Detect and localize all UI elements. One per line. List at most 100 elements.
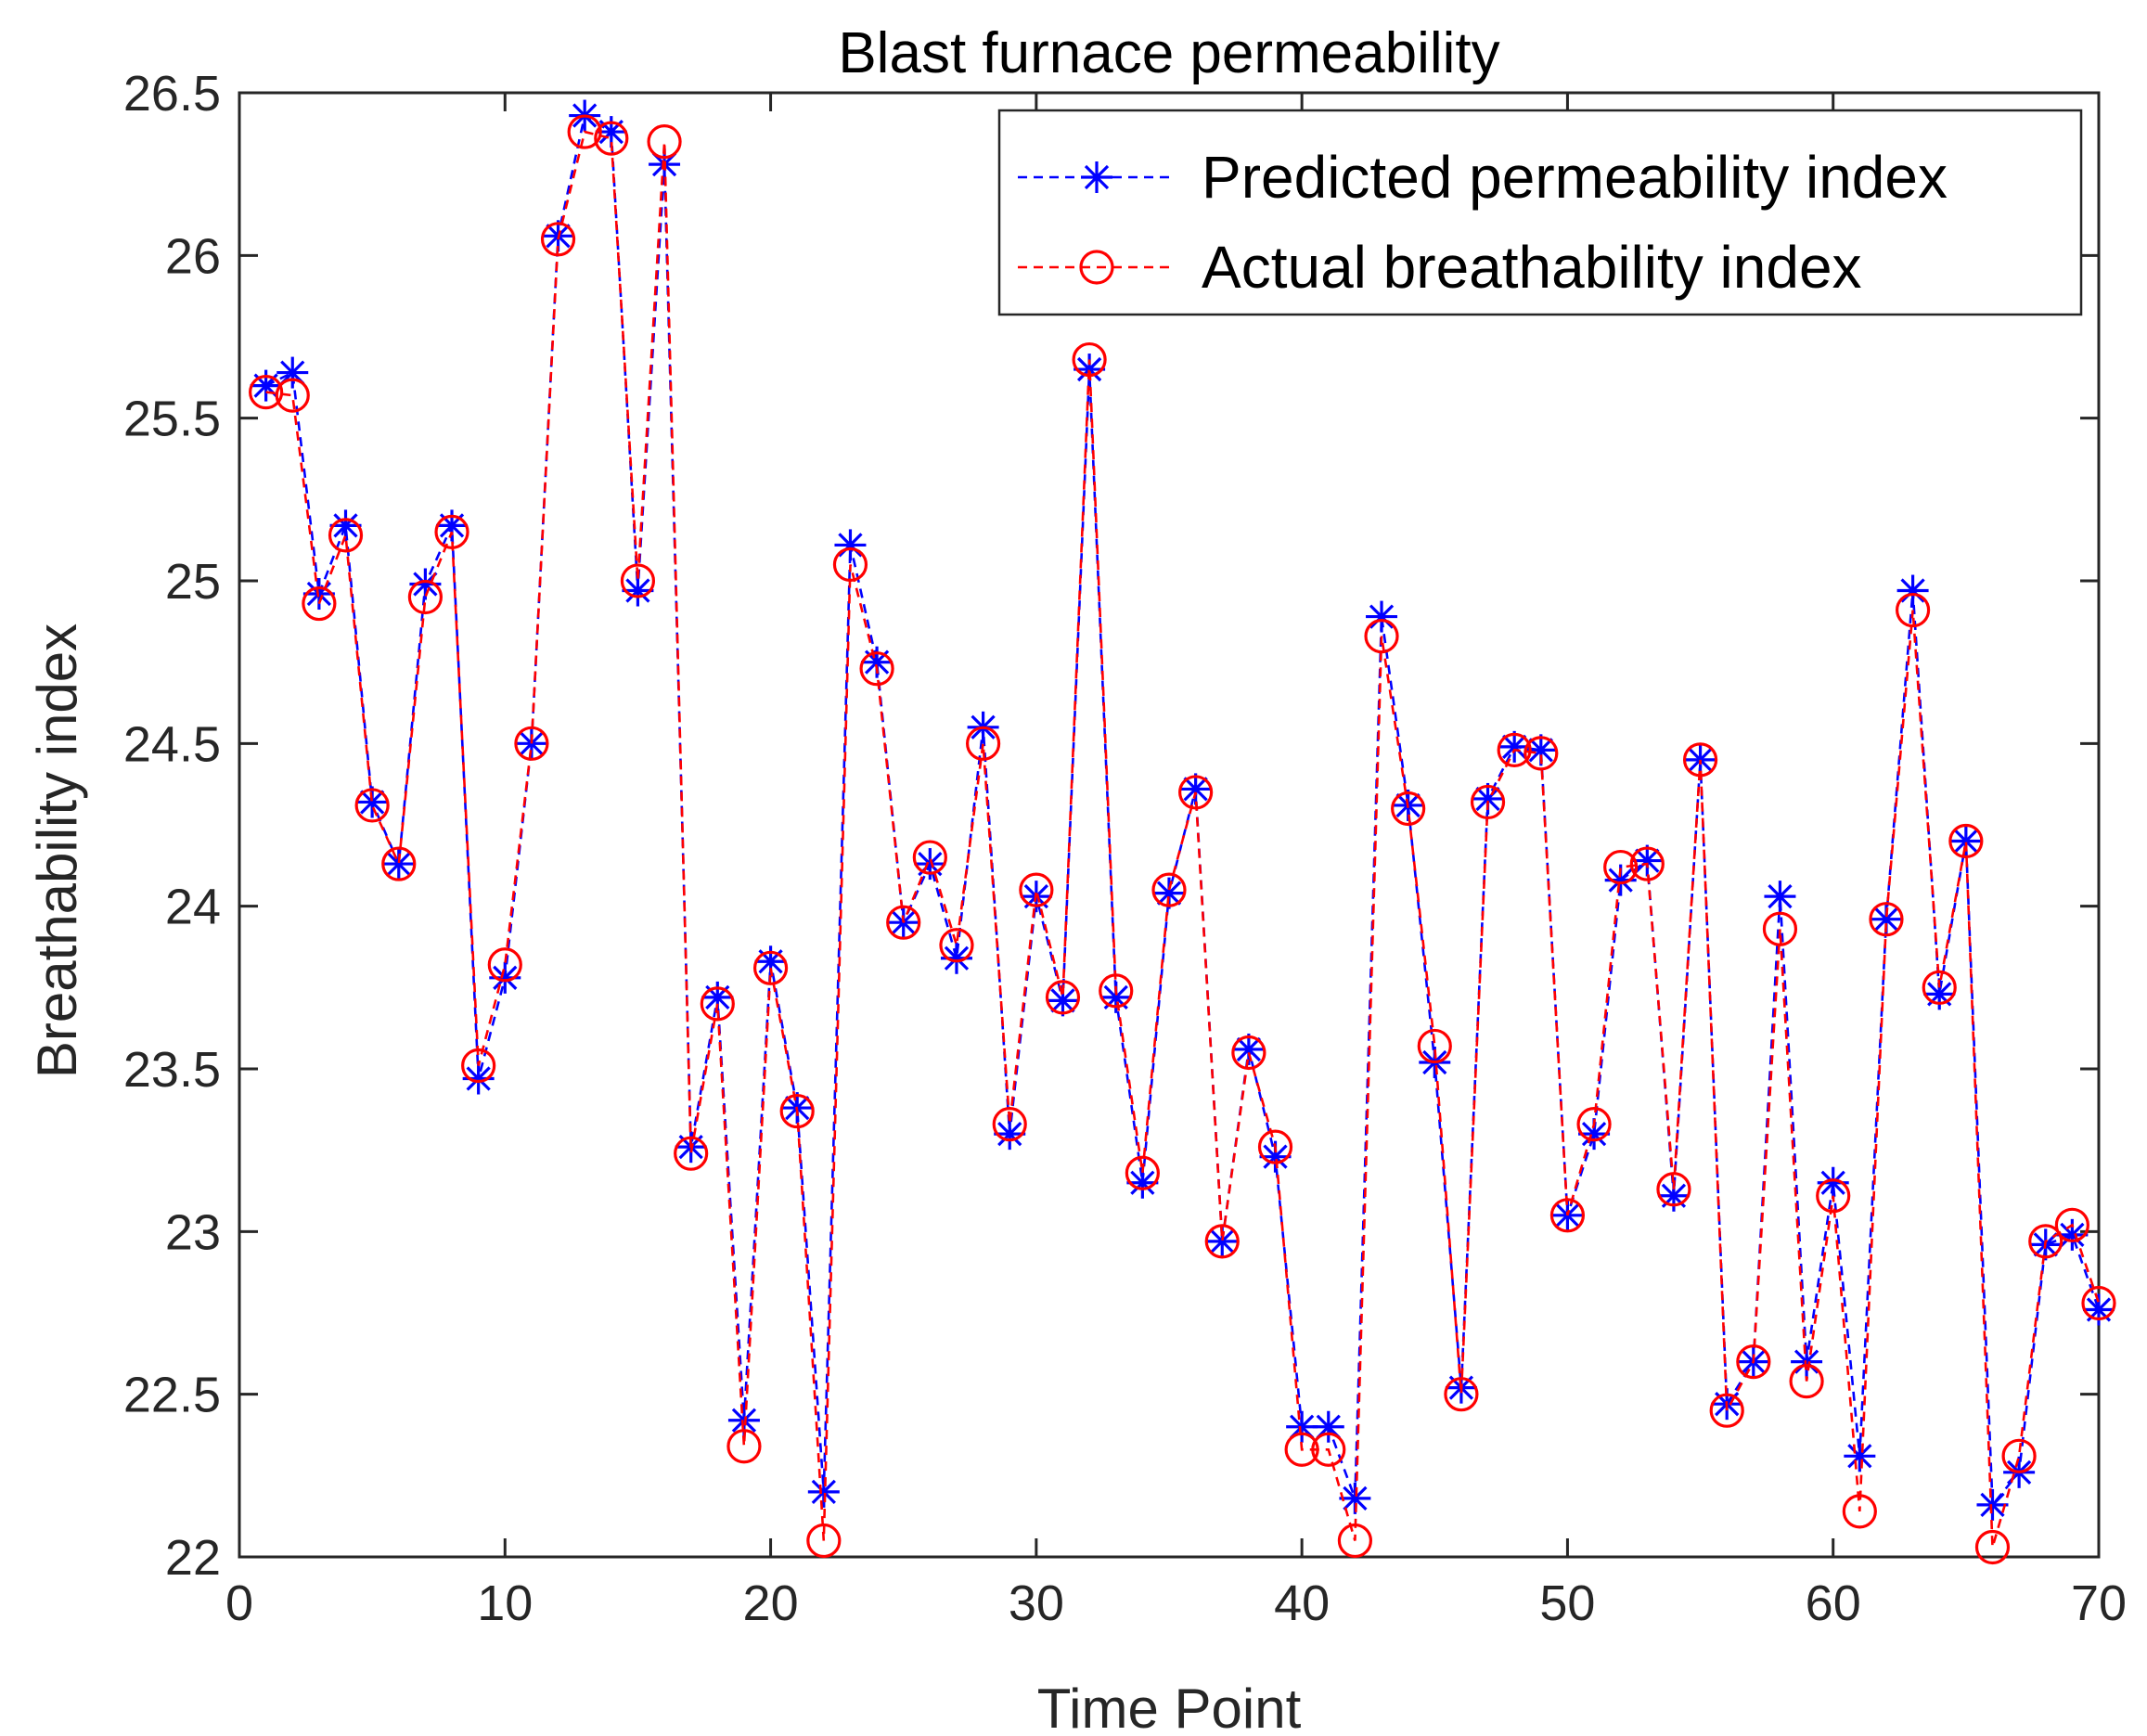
data-point (1656, 1172, 1691, 1207)
data-point (807, 1475, 840, 1508)
series-line (265, 130, 2101, 1548)
y-tick-label: 24 (165, 880, 221, 935)
data-point (275, 378, 310, 413)
data-point (1337, 1523, 1373, 1559)
data-point (674, 1136, 709, 1171)
data-point (1549, 1198, 1586, 1233)
data-point (1257, 1129, 1293, 1164)
data-point (806, 1523, 842, 1559)
data-point (620, 563, 656, 598)
y-tick-label: 22 (165, 1530, 221, 1586)
data-point (1364, 619, 1399, 654)
data-point (1498, 730, 1531, 763)
data-point (1764, 881, 1796, 913)
series-actual (249, 114, 2116, 1565)
data-point (700, 986, 735, 1022)
data-point (1153, 877, 1185, 909)
data-point (1072, 341, 1107, 378)
series-line (265, 113, 2101, 1509)
data-point (249, 375, 284, 410)
data-point (832, 547, 868, 583)
data-point (752, 950, 789, 985)
data-point (939, 928, 974, 963)
axes-box (238, 91, 2101, 1559)
y-tick-label: 25 (165, 554, 221, 610)
y-axis-label: Breathability index (26, 624, 88, 1078)
y-tick-label: 24.5 (123, 716, 221, 772)
legend-marker (1081, 161, 1112, 193)
data-point (1576, 1107, 1612, 1142)
data-point (1631, 844, 1664, 877)
data-point (1231, 1035, 1266, 1071)
x-tick-label: 0 (225, 1575, 253, 1631)
x-tick-label: 70 (2071, 1575, 2127, 1631)
data-point (1682, 742, 1718, 778)
x-tick-label: 30 (1009, 1575, 1064, 1631)
data-point (886, 905, 921, 940)
data-point (567, 114, 602, 149)
data-point (1444, 1377, 1479, 1412)
data-point (1789, 1364, 1824, 1399)
data-point (914, 848, 946, 881)
data-point (1366, 600, 1398, 633)
data-point (354, 788, 390, 823)
data-point (1047, 984, 1079, 1017)
y-tick-label: 23.5 (123, 1042, 221, 1098)
data-point (1976, 1488, 2009, 1521)
data-point (1232, 1033, 1265, 1065)
data-point (462, 1062, 495, 1095)
data-point (1391, 791, 1426, 827)
data-point (382, 848, 415, 881)
legend-label: Predicted permeability index (1202, 144, 1948, 211)
data-point (1019, 872, 1054, 907)
data-point (726, 1429, 762, 1464)
data-point (834, 529, 867, 561)
data-point (1470, 784, 1506, 820)
data-point (2001, 1438, 2037, 1473)
data-point (1125, 1155, 1160, 1190)
data-point (1974, 1529, 2011, 1565)
data-point (2028, 1224, 2063, 1259)
data-point (407, 579, 443, 615)
data-point (779, 1093, 815, 1129)
data-point (1949, 825, 1982, 857)
data-point (1922, 970, 1957, 1005)
data-point (912, 840, 947, 875)
data-point (328, 518, 364, 553)
data-point (1736, 1344, 1771, 1380)
chart-title: Blast furnace permeability (838, 21, 1499, 85)
data-point (1284, 1432, 1319, 1467)
x-tick-label: 10 (477, 1575, 533, 1631)
x-tick-label: 50 (1539, 1575, 1595, 1631)
data-point (356, 786, 389, 818)
y-tick-label: 22.5 (123, 1368, 221, 1423)
data-point (2054, 1207, 2089, 1242)
x-tick-label: 40 (1274, 1575, 1330, 1631)
data-point (1179, 773, 1212, 805)
data-point (1311, 1432, 1346, 1467)
legend-label: Actual breathability index (1202, 234, 1862, 301)
y-tick-label: 25.5 (123, 392, 221, 447)
legend: Predicted permeability index Actual breat… (997, 109, 2083, 316)
plot-area: 0 10 20 30 40 50 60 70 22 22.5 23 23.5 24 24.5 25 25.5 2… (123, 66, 2127, 1631)
y-tick-label: 26.5 (123, 66, 221, 122)
x-tick-label: 60 (1806, 1575, 1861, 1631)
data-point (1869, 902, 1904, 937)
data-point (1896, 574, 1929, 607)
legend-box (997, 109, 2083, 316)
data-point (1497, 732, 1532, 767)
data-point (1151, 872, 1187, 907)
data-point (1709, 1393, 1744, 1428)
y-tick-label: 23 (165, 1204, 221, 1260)
data-point (1417, 1028, 1452, 1064)
data-point (859, 651, 894, 687)
data-point (2081, 1285, 2116, 1321)
data-point (381, 846, 417, 881)
data-point (1762, 911, 1798, 946)
data-point (487, 947, 522, 983)
data-point (594, 121, 629, 156)
data-point (1844, 1440, 1876, 1472)
data-point (992, 1107, 1027, 1142)
data-point (1099, 973, 1134, 1009)
